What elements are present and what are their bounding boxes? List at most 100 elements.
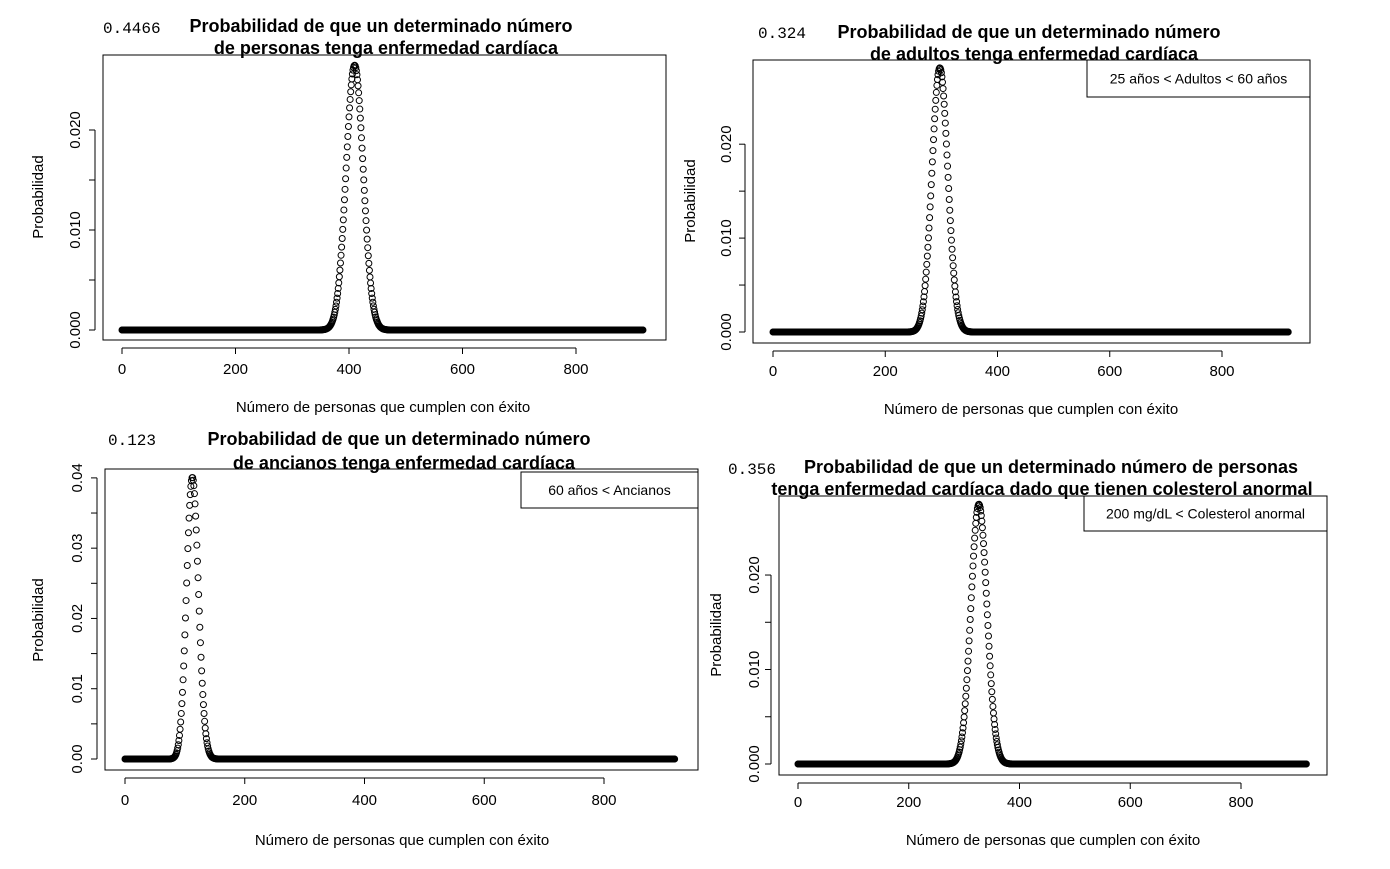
x-tick-label: 0 [794,794,802,811]
data-point [337,251,345,259]
y-tick-label: 0.020 [718,125,735,163]
chart-panel-elderly: 0.123 Probabilidad de que un determinado… [30,429,699,849]
data-point [987,671,995,679]
data-point [175,737,183,745]
data-point [980,540,988,548]
probability-label: 0.123 [108,432,156,450]
plot-frame [778,495,1328,776]
data-point [1302,760,1310,768]
y-tick-label: 0.000 [718,313,735,351]
data-point [197,653,205,661]
data-point [348,70,356,78]
data-point [946,206,954,214]
data-point [352,67,360,75]
y-axis: 0.000 0.010 0.020 [67,111,96,349]
data-point [950,276,958,284]
x-axis-label: Número de personas que cumplen con éxito [255,832,549,849]
x-axis-label: Número de personas que cumplen con éxito [236,399,530,416]
x-tick-label: 0 [121,792,129,809]
data-point [193,541,201,549]
data-point [965,647,973,655]
data-point [181,631,189,639]
y-axis: 0.000 0.010 0.020 [746,556,772,783]
data-point [193,557,201,565]
data-point [992,734,1000,742]
y-axis: 0.000 0.010 0.020 [718,125,746,351]
data-point [368,294,376,302]
chart-title-line-2: de adultos tenga enfermedad cardíaca [870,44,1199,64]
data-point [180,662,188,670]
data-point [199,691,207,699]
data-point [943,151,951,159]
data-point [176,725,184,733]
data-point [976,504,984,512]
data-point [947,236,955,244]
data-point [195,607,203,615]
data-point [336,259,344,267]
data-point [965,637,973,645]
data-point [922,268,930,276]
data-point [979,531,987,539]
data-point [204,742,212,750]
data-point [184,545,192,553]
data-point [924,234,932,242]
data-point [940,100,948,108]
data-point [983,611,991,619]
data-point [970,552,978,560]
data-point [967,605,975,613]
data-point [982,579,990,587]
data-point [363,235,371,243]
x-axis: 0 200 400 600 800 [769,350,1235,380]
data-point [174,744,182,752]
data-point [968,583,976,591]
plot-frame [102,54,667,341]
chart-title-line-1: Probabilidad de que un determinado númer… [837,22,1220,42]
y-axis-label: Probabilidad [30,155,47,238]
data-point [918,309,926,317]
data-point [352,64,360,72]
data-point [194,574,202,582]
y-tick-label: 0.010 [67,211,84,249]
data-point [963,667,971,675]
data-point [1284,328,1292,336]
data-point [980,549,988,557]
data-point [639,326,647,334]
x-tick-label: 600 [1097,363,1122,380]
data-point [970,543,978,551]
x-axis-label: Número de personas que cumplen con éxito [884,401,1178,418]
x-tick-label: 800 [591,792,616,809]
data-point [356,105,364,113]
data-point [993,741,1001,749]
data-point [939,85,947,93]
data-point [363,226,371,234]
legend-text: 200 mg/dL < Colesterol anormal [1106,506,1305,522]
legend-box [520,471,699,509]
x-tick-label: 200 [223,361,248,378]
data-point [966,626,974,634]
x-tick-label: 200 [873,363,898,380]
data-point [190,490,198,498]
data-point [930,125,938,133]
data-point [978,517,986,525]
data-point [937,69,945,77]
data-point [192,526,200,534]
data-point [919,302,927,310]
data-point [190,482,198,490]
data-point [338,234,346,242]
data-point [941,109,949,117]
data-point [358,144,366,152]
data-point [345,113,353,121]
data-point [988,688,996,696]
data-point [944,173,952,181]
legend: 25 años < Adultos < 60 años [1086,59,1311,98]
data-series [118,61,647,334]
data-point [926,203,934,211]
data-point [354,82,362,90]
data-point [971,526,979,534]
data-point [950,269,958,277]
data-point [336,266,344,274]
data-point [991,725,999,733]
data-point [355,89,363,97]
data-point [947,227,955,235]
data-point [356,114,364,122]
